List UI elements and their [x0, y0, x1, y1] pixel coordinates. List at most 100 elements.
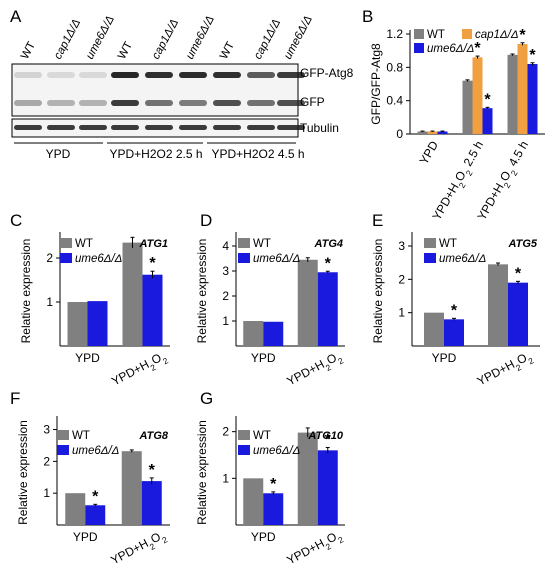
significance-star: * [325, 432, 332, 449]
bar [462, 80, 473, 134]
panel-letter-a: A [10, 7, 22, 26]
significance-star: * [270, 476, 277, 493]
legend-swatch [238, 238, 250, 248]
bar [65, 493, 86, 525]
y-tick-label: 0.8 [386, 60, 403, 74]
lane-label: cap1Δ/Δ [252, 17, 283, 61]
y-tick-label: 1 [43, 486, 50, 500]
x-category-label: YPD+H2O2 [108, 527, 169, 571]
blot-band-tubulin [277, 125, 305, 130]
x-category-label: YPD [251, 530, 276, 544]
significance-star: * [451, 302, 458, 319]
bar [317, 450, 338, 525]
bar [424, 312, 444, 346]
bar [121, 451, 142, 525]
y-axis-label: Relative expression [195, 420, 209, 525]
y-axis-label: Relative expression [195, 239, 209, 344]
blot-band-gfp [277, 100, 305, 106]
x-category-label: YPD+H2O2 4.5 h [474, 139, 534, 225]
legend-swatch [238, 445, 250, 455]
x-category-label: YPD [75, 351, 100, 365]
y-tick-label: 2 [398, 272, 405, 286]
significance-star: * [529, 47, 536, 64]
significance-star: * [92, 488, 99, 505]
y-tick-label: 0 [396, 127, 403, 141]
lane-label: ume6Δ/Δ [84, 14, 117, 61]
bar [427, 131, 438, 134]
blot-lane-labels: WT cap1Δ/Δ ume6Δ/Δ WT cap1Δ/Δ ume6Δ/Δ WT cap1Δ/… [19, 14, 315, 61]
chart-panel-d: 1 2 3 4 Relative expression YPD * YPD+H2O2 WT ume… [195, 232, 345, 392]
bar [87, 301, 108, 346]
blot-membrane-main [11, 63, 299, 117]
bar [263, 493, 284, 525]
bar [507, 54, 518, 135]
x-category-label: YPD+H2O2 [109, 348, 170, 392]
group-label-ypd: YPD [46, 147, 71, 161]
bar [508, 282, 528, 346]
legend-swatch [414, 43, 424, 53]
legend-swatch [414, 29, 424, 39]
y-tick-label: 3 [43, 423, 50, 437]
y-tick-label: 2 [222, 289, 229, 303]
lane-label: cap1Δ/Δ [52, 17, 83, 61]
bar [472, 57, 483, 135]
blot-band-gfp-atg8 [111, 72, 139, 78]
significance-star: * [484, 91, 491, 108]
x-category-label: YPD [73, 530, 98, 544]
y-tick-label: 1 [222, 471, 229, 485]
gene-label: ATG1 [138, 238, 168, 250]
blot-band-gfp-atg8 [145, 72, 173, 78]
significance-star: * [149, 462, 156, 479]
bar [417, 131, 428, 134]
blot-band-gfp [179, 100, 207, 106]
legend-swatch [60, 238, 72, 248]
legend-swatch [238, 253, 250, 263]
legend-swatch [57, 430, 69, 440]
chart-panel-g: 1 2 Relative expression * YPD * YPD+H2O2 WT ume6… [195, 416, 345, 571]
group-label-h2o2-45: YPD+H2O2 4.5 h [211, 147, 304, 161]
y-tick-label: 4 [222, 239, 229, 253]
blot-band-gfp [14, 100, 42, 106]
blot-band-gfp [111, 100, 139, 106]
bar [243, 321, 264, 346]
lane-label: ume6Δ/Δ [184, 14, 217, 61]
y-tick-label: 2 [222, 425, 229, 439]
bar [488, 264, 508, 346]
bar [444, 319, 464, 346]
chart-panel-f: 1 2 3 Relative expression * YPD * YPD+H2O2 WT ume… [16, 416, 170, 571]
legend-label: WT [72, 430, 90, 442]
blot-band-tubulin [79, 125, 107, 130]
bar [437, 131, 448, 134]
bar [67, 302, 88, 346]
y-tick-label: 2 [43, 454, 50, 468]
chart-panel-e: 1 2 3 Relative expression * YPD * YPD+H2O2 WT ume… [371, 232, 540, 392]
blot-band-tubulin [247, 125, 275, 130]
blot-band-tubulin [111, 125, 139, 130]
blot-band-gfp-atg8 [277, 72, 305, 78]
legend-label: ume6Δ/Δ [427, 43, 474, 55]
blot-band-tubulin [145, 125, 173, 130]
legend-label: WT [253, 238, 271, 250]
gene-label: ATG8 [138, 430, 168, 442]
y-axis-label: Relative expression [19, 239, 33, 344]
legend-swatch [238, 430, 250, 440]
lane-label: WT [19, 40, 38, 61]
bar [317, 272, 338, 346]
legend-swatch [424, 253, 436, 263]
blot-band-tubulin [14, 125, 42, 130]
y-tick-label: 1.2 [386, 27, 403, 41]
group-label-h2o2-25: YPD+H2O2 2.5 h [109, 147, 202, 161]
blot-band-gfp [47, 100, 75, 106]
blot-band-gfp-atg8 [47, 72, 75, 78]
y-axis-label: Relative expression [371, 239, 385, 344]
legend-swatch [57, 445, 69, 455]
legend-swatch [60, 253, 72, 263]
legend-label: ume6Δ/Δ [72, 445, 119, 457]
band-label-gfp: GFP [300, 95, 325, 109]
bar [482, 108, 493, 134]
y-tick-label: 0.4 [386, 94, 403, 108]
blot-band-gfp [79, 100, 107, 106]
legend-label: ume6Δ/Δ [253, 445, 300, 457]
panel-letter-d: D [200, 211, 212, 230]
